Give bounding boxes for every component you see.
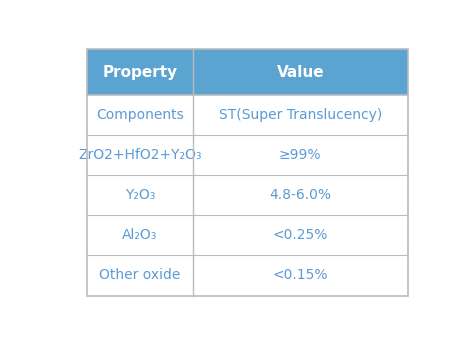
Bar (193, 175, 408, 215)
Bar (87, 49, 408, 295)
Text: Other oxide: Other oxide (99, 268, 180, 282)
Bar (87, 255, 193, 295)
Bar (87, 175, 193, 215)
Text: ≥99%: ≥99% (279, 148, 321, 162)
Text: ST(Super Translucency): ST(Super Translucency) (219, 108, 382, 122)
Text: <0.15%: <0.15% (272, 268, 328, 282)
Text: Y₂O₃: Y₂O₃ (125, 188, 155, 202)
Text: Components: Components (96, 108, 184, 122)
Bar (193, 95, 408, 135)
Text: Al₂O₃: Al₂O₃ (122, 228, 158, 242)
Text: Value: Value (276, 65, 324, 79)
Text: ZrO2+HfO2+Y₂O₃: ZrO2+HfO2+Y₂O₃ (78, 148, 202, 162)
Bar (87, 135, 193, 175)
Bar (87, 95, 193, 135)
Bar (193, 215, 408, 255)
Bar (87, 215, 193, 255)
Bar (193, 255, 408, 295)
Bar (193, 135, 408, 175)
Bar (87, 49, 193, 95)
Text: Property: Property (102, 65, 178, 79)
Bar (193, 49, 408, 95)
Text: <0.25%: <0.25% (272, 228, 328, 242)
Text: 4.8-6.0%: 4.8-6.0% (269, 188, 331, 202)
